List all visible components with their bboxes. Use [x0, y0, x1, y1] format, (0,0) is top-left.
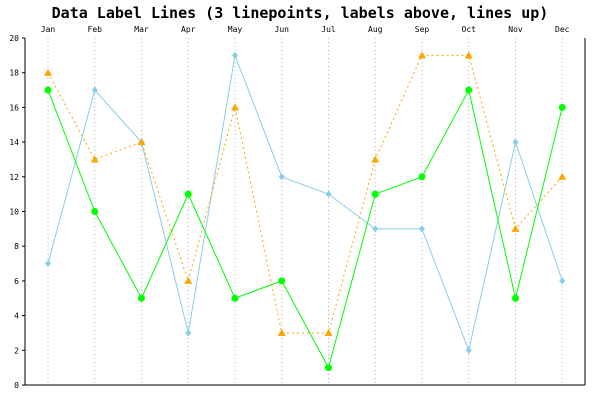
series-3-point-jan [44, 86, 52, 94]
y-tick-label-4: 4 [14, 312, 19, 321]
x-label-jun: Jun [275, 25, 290, 34]
series-1-point-may [232, 51, 238, 59]
y-tick-label-2: 2 [14, 346, 19, 355]
y-tick-label-16: 16 [9, 103, 19, 112]
x-label-mar: Mar [134, 25, 149, 34]
series-2-point-aug [371, 155, 380, 163]
series-3-point-may [231, 294, 239, 302]
x-label-sep: Sep [415, 25, 430, 34]
y-tick-label-10: 10 [9, 208, 19, 217]
series-1-point-dec [559, 277, 566, 285]
x-label-oct: Oct [462, 25, 477, 34]
y-tick-label-14: 14 [9, 138, 19, 147]
series-lines [44, 51, 567, 372]
series-3-point-feb [91, 208, 99, 215]
y-tick-label-0: 0 [14, 381, 19, 390]
x-label-apr: Apr [181, 25, 196, 34]
series-1-point-oct [465, 346, 472, 354]
series-1-point-feb [91, 86, 98, 94]
series-3 [44, 86, 566, 372]
series-3-point-jun [278, 277, 286, 285]
series-2 [44, 51, 567, 336]
series-2-point-oct [464, 51, 473, 59]
series-3-line [47, 88, 563, 369]
series-2-point-jul [324, 328, 333, 336]
y-tick-label-20: 20 [9, 34, 19, 43]
series-2-point-may [231, 103, 239, 111]
x-label-may: May [228, 25, 243, 34]
series-2-point-nov [511, 224, 520, 232]
series-2-point-dec [558, 172, 567, 180]
chart-title: Data Label Lines (3 linepoints, labels a… [52, 4, 549, 22]
series-1-point-jan [45, 260, 51, 268]
x-label-nov: Nov [508, 25, 523, 34]
series-2-point-jun [277, 328, 286, 336]
x-label-feb: Feb [88, 25, 103, 34]
series-2-point-apr [184, 276, 193, 284]
series-2-point-jan [44, 68, 52, 76]
y-tick-label-6: 6 [14, 277, 19, 286]
x-label-jan: Jan [41, 25, 56, 34]
y-axis-ticks: 0 2 4 6 8 10 12 14 16 18 20 [9, 34, 25, 390]
series-1-point-nov [512, 138, 519, 146]
series-3-point-mar [138, 294, 145, 302]
series-1-point-sep [419, 225, 425, 233]
series-1-point-jun [278, 173, 285, 181]
vertical-gridlines [47, 38, 563, 385]
series-2-point-sep [418, 51, 426, 59]
series-3-point-apr [184, 190, 192, 198]
y-tick-label-18: 18 [9, 69, 19, 78]
series-3-point-sep [418, 173, 426, 181]
series-1-point-jul [325, 190, 332, 198]
axes [24, 38, 586, 386]
series-1 [45, 51, 566, 354]
series-1-line [47, 53, 563, 353]
x-label-aug: Aug [368, 25, 383, 34]
series-2-point-feb [90, 155, 99, 163]
x-label-dec: Dec [555, 25, 570, 34]
series-1-point-apr [185, 329, 192, 337]
series-3-point-aug [371, 190, 379, 198]
series-1-point-aug [372, 225, 379, 233]
y-tick-label-8: 8 [14, 242, 19, 251]
series-2-line [47, 54, 563, 334]
series-3-point-dec [558, 103, 566, 111]
series-3-point-oct [465, 86, 473, 94]
x-label-jul: Jul [321, 25, 336, 34]
x-axis-labels: Jan Feb Mar Apr May Jun Jul Aug Sep Oct Nov Dec [41, 25, 570, 34]
series-3-point-nov [512, 294, 519, 302]
series-3-point-jul [325, 364, 332, 372]
series-2-point-mar [137, 138, 146, 146]
y-tick-label-12: 12 [9, 173, 19, 182]
